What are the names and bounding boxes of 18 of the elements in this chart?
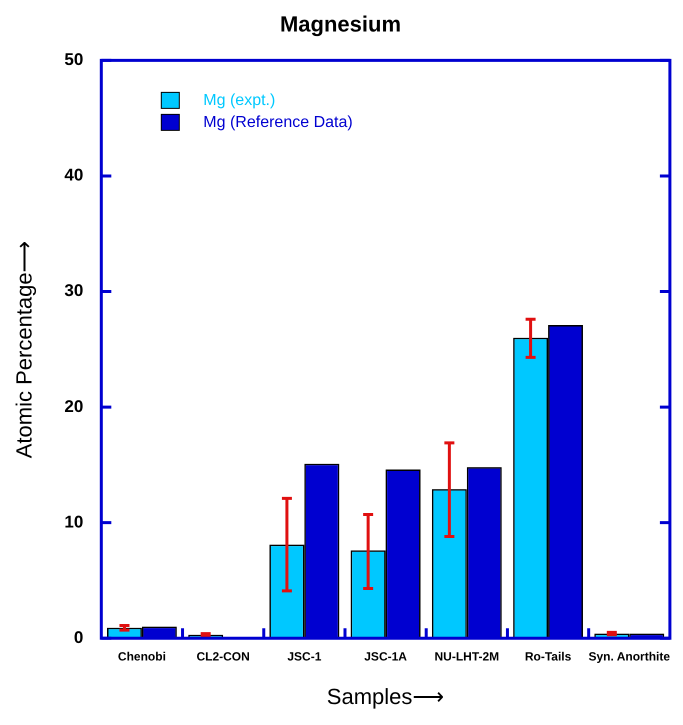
y-axis-title: Atomic Percentage⟶ xyxy=(11,240,36,458)
y-tick-label: 20 xyxy=(64,396,84,416)
x-tick-label: JSC-1A xyxy=(364,650,408,664)
chart-title: Magnesium xyxy=(280,11,402,36)
x-tick-label: Ro-Tails xyxy=(524,650,572,664)
x-tick-label: CL2-CON xyxy=(196,650,250,664)
x-tick-label: JSC-1 xyxy=(287,650,322,664)
y-tick-label: 10 xyxy=(64,512,84,532)
x-tick-label: NU-LHT-2M xyxy=(434,650,500,664)
y-tick-label: 40 xyxy=(64,166,84,185)
y-tick-label: 30 xyxy=(64,281,84,300)
x-tick-label: Chenobi xyxy=(118,650,166,664)
legend-label: Mg (Reference Data) xyxy=(203,114,353,131)
legend-label: Mg (expt.) xyxy=(203,92,276,109)
y-tick-label: 50 xyxy=(64,50,84,70)
x-axis-title: Samples⟶ xyxy=(326,684,444,709)
y-tick-label: 0 xyxy=(74,628,84,647)
x-tick-label: Syn. Anorthite xyxy=(588,650,670,664)
